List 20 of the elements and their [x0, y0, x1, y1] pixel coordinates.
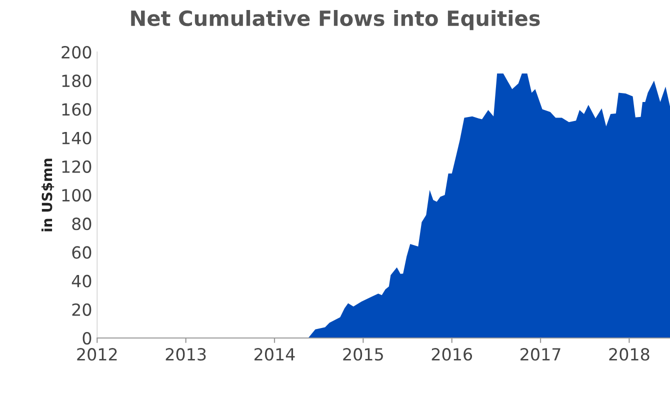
- y-tick-label: 100: [62, 188, 92, 202]
- x-tick-label: 2014: [254, 348, 295, 361]
- x-tick-label: 2016: [432, 348, 472, 361]
- x-tick-label: 2013: [166, 348, 206, 361]
- y-tick-label: 120: [62, 160, 92, 173]
- x-tick-label: 2012: [77, 348, 117, 361]
- y-tick-label: 20: [72, 303, 92, 316]
- x-tick-label: 2018: [609, 348, 650, 361]
- y-tick-label: 200: [62, 46, 92, 59]
- chart-title: Net Cumulative Flows into Equities: [131, 10, 540, 30]
- y-tick-label: 40: [72, 274, 92, 288]
- y-tick-label: 80: [72, 218, 92, 230]
- y-tick-label: 160: [62, 103, 92, 116]
- x-tick-label: 2017: [520, 348, 560, 361]
- y-tick-label: 0: [82, 332, 92, 345]
- y-tick-label: 60: [72, 246, 92, 259]
- y-axis-title: in US$mn: [41, 158, 54, 232]
- y-tick-label: 140: [62, 132, 92, 144]
- y-tick-label: 180: [62, 74, 92, 88]
- x-tick-label: 2015: [343, 348, 383, 361]
